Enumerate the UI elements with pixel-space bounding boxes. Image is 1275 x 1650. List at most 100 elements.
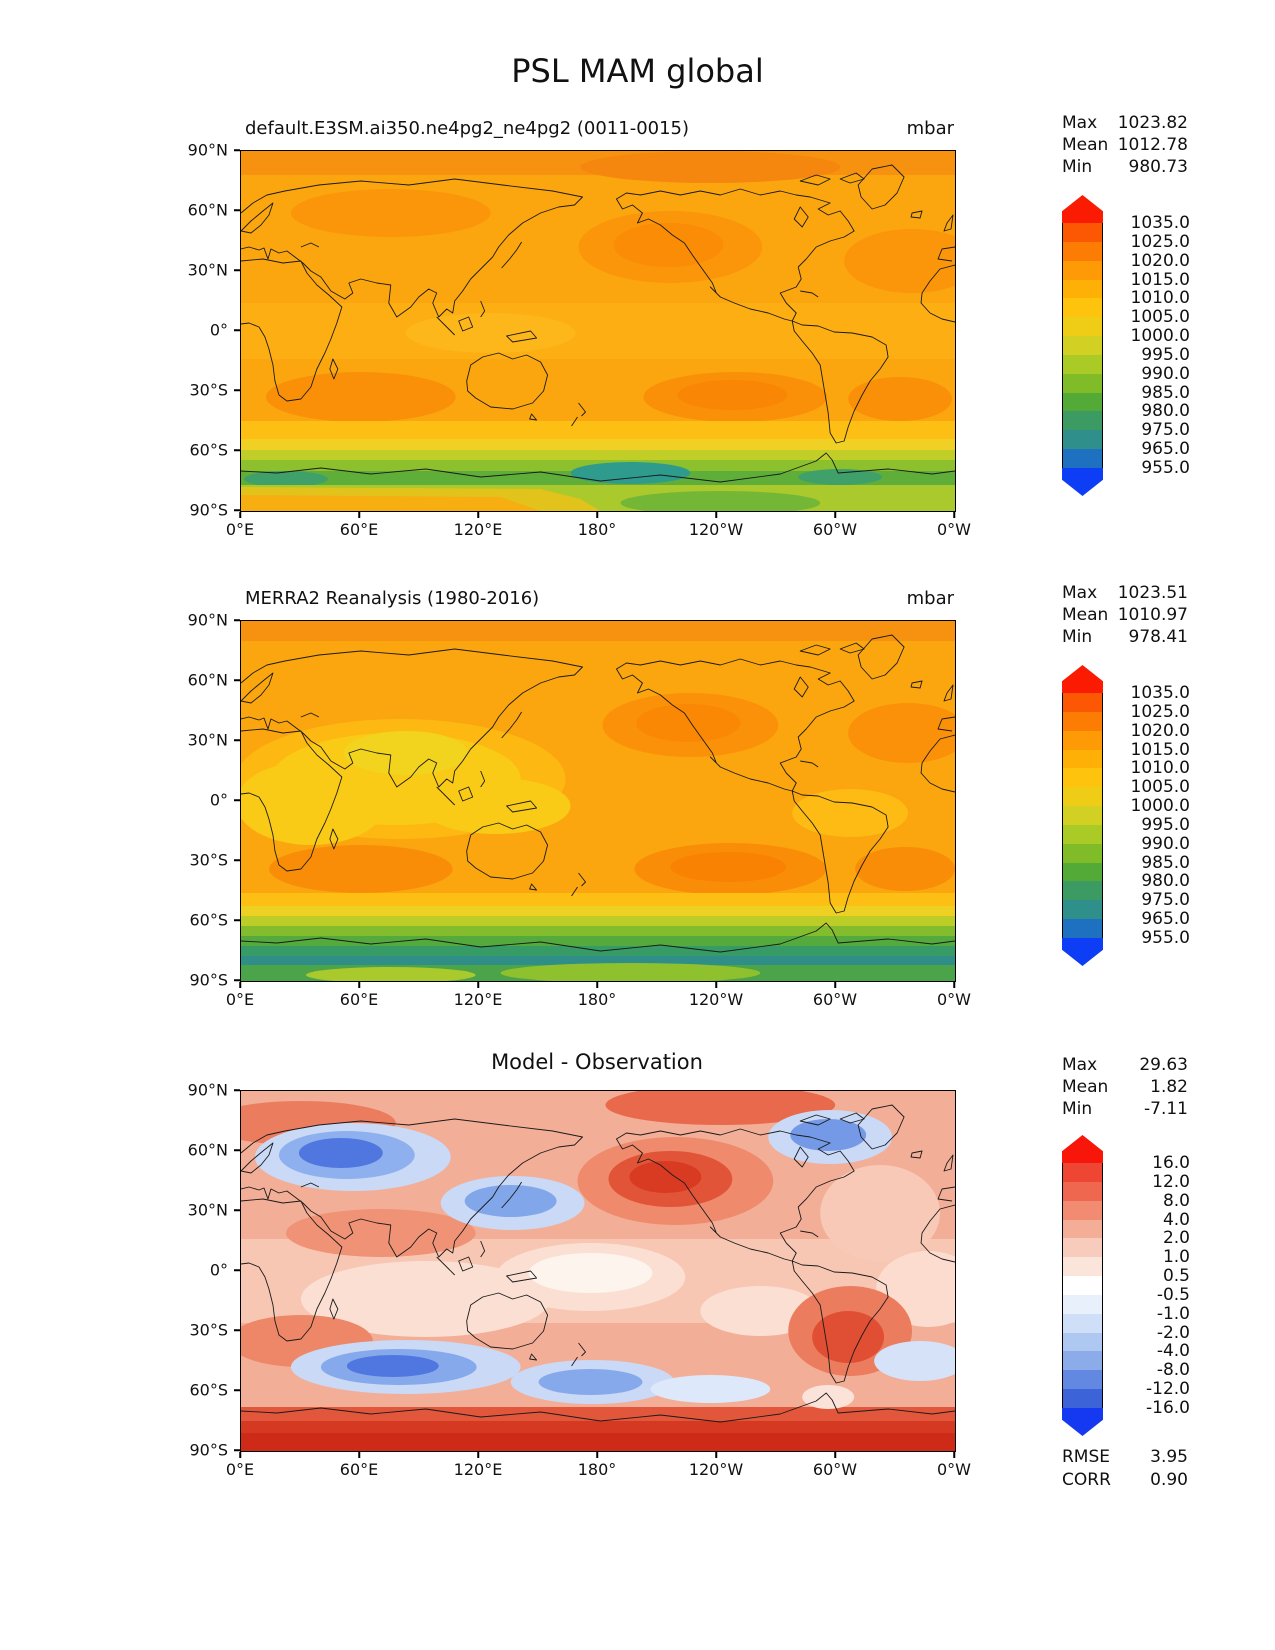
stat-value: 1010.97 bbox=[1117, 605, 1188, 625]
axis-tick-mark bbox=[953, 1452, 955, 1458]
model-colorbar-ticks: 1035.0 1025.0 1020.0 1015.0 1010.0 1005.0 1000… bbox=[1108, 213, 1190, 478]
metric-value: 0.90 bbox=[1150, 1470, 1188, 1490]
axis-tick-mark bbox=[834, 512, 836, 518]
axis-tick-label: 180° bbox=[577, 1460, 617, 1479]
colorbar-band bbox=[1063, 1219, 1102, 1239]
axis-tick-mark bbox=[596, 982, 598, 988]
colorbar-band bbox=[1063, 260, 1102, 280]
axis-tick-mark bbox=[953, 982, 955, 988]
axis-tick-mark bbox=[234, 209, 240, 211]
colorbar-tick-label: 965.0 bbox=[1141, 909, 1190, 930]
axis-tick-label: 120°W bbox=[688, 1460, 744, 1479]
axis-tick-mark bbox=[234, 509, 240, 511]
axis-tick-mark bbox=[239, 512, 241, 518]
colorbar-band bbox=[1063, 787, 1102, 807]
colorbar-tick-label: 1.0 bbox=[1162, 1247, 1190, 1268]
stat-label: Mean bbox=[1062, 135, 1109, 155]
colorbar-band bbox=[1063, 449, 1102, 468]
stat-label: Mean bbox=[1062, 605, 1109, 625]
colorbar-band bbox=[1063, 824, 1102, 844]
axis-tick-mark bbox=[715, 1452, 717, 1458]
colorbar-arrow-down bbox=[1062, 1408, 1103, 1436]
axis-tick-mark bbox=[834, 1452, 836, 1458]
diff-metrics-block: RMSE 3.95 CORR 0.90 bbox=[1062, 1446, 1188, 1492]
axis-tick-label: 30°S bbox=[189, 380, 228, 400]
axis-tick-mark bbox=[234, 1209, 240, 1211]
colorbar-arrow-down bbox=[1062, 468, 1103, 496]
axis-tick-mark bbox=[234, 1449, 240, 1451]
axis-tick-label: 30°S bbox=[189, 850, 228, 870]
colorbar-band bbox=[1063, 1370, 1102, 1390]
stat-label: Min bbox=[1062, 627, 1093, 647]
axis-tick-label: 60°W bbox=[812, 520, 858, 539]
axis-tick-label: 180° bbox=[577, 990, 617, 1009]
colorbar-band bbox=[1063, 730, 1102, 750]
colorbar-band bbox=[1063, 1200, 1102, 1220]
axis-tick-label: 120°W bbox=[688, 990, 744, 1009]
stat-value: 1.82 bbox=[1150, 1077, 1188, 1097]
colorbar-tick-label: 965.0 bbox=[1141, 439, 1190, 460]
colorbar-arrow-down bbox=[1062, 938, 1103, 966]
axis-tick-mark bbox=[358, 512, 360, 518]
axis-tick-mark bbox=[234, 269, 240, 271]
colorbar-band bbox=[1063, 881, 1102, 901]
axis-tick-mark bbox=[234, 799, 240, 801]
axis-tick-mark bbox=[234, 1269, 240, 1271]
axis-tick-label: 120°E bbox=[453, 520, 503, 539]
diff-map-plot bbox=[240, 1090, 956, 1452]
axis-tick-mark bbox=[234, 1329, 240, 1331]
colorbar-arrow-up bbox=[1062, 665, 1103, 693]
axis-tick-label: 0°E bbox=[225, 520, 255, 539]
diff-stats-block: Max 29.63 Mean 1.82 Min -7.11 bbox=[1062, 1054, 1188, 1120]
obs-stats-block: Max 1023.51 Mean 1010.97 Min 978.41 bbox=[1062, 582, 1188, 648]
colorbar-band bbox=[1063, 1276, 1102, 1295]
axis-tick-label: 180° bbox=[577, 520, 617, 539]
axis-tick-mark bbox=[234, 149, 240, 151]
colorbar-bands bbox=[1062, 223, 1103, 468]
axis-tick-mark bbox=[953, 512, 955, 518]
model-stats-block: Max 1023.82 Mean 1012.78 Min 980.73 bbox=[1062, 112, 1188, 178]
colorbar-band bbox=[1063, 336, 1102, 355]
stat-value: 1023.82 bbox=[1117, 113, 1188, 133]
axis-tick-mark bbox=[234, 859, 240, 861]
model-units-label: mbar bbox=[906, 118, 954, 139]
stat-value: 29.63 bbox=[1139, 1055, 1188, 1075]
stat-value: 1023.51 bbox=[1117, 583, 1188, 603]
diff-colorbar bbox=[1062, 1135, 1103, 1436]
colorbar-band bbox=[1063, 354, 1102, 374]
axis-tick-label: 60°S bbox=[189, 1380, 228, 1400]
model-map-canvas bbox=[241, 151, 955, 511]
colorbar-tick-label: 995.0 bbox=[1141, 344, 1190, 365]
diff-colorbar-ticks: 16.0 12.0 8.0 4.0 2.0 1.0 0.5 -0.5 -1.0 -2.0 -4.0-… bbox=[1108, 1153, 1190, 1418]
axis-tick-label: 60°E bbox=[339, 520, 379, 539]
axis-tick-label: 0°E bbox=[225, 1460, 255, 1479]
model-panel-title: default.E3SM.ai350.ne4pg2_ne4pg2 (0011-0… bbox=[245, 118, 690, 139]
axis-tick-label: 0°W bbox=[937, 1460, 971, 1479]
colorbar-band bbox=[1063, 1313, 1102, 1333]
axis-tick-mark bbox=[596, 1452, 598, 1458]
axis-tick-mark bbox=[234, 679, 240, 681]
axis-tick-label: 60°S bbox=[189, 910, 228, 930]
colorbar-tick-label: 1005.0 bbox=[1130, 307, 1190, 328]
colorbar-band bbox=[1063, 806, 1102, 825]
colorbar-tick-label: 0.5 bbox=[1162, 1266, 1190, 1287]
colorbar-tick-label: 990.0 bbox=[1141, 363, 1190, 384]
colorbar-tick-label: 1000.0 bbox=[1130, 326, 1190, 347]
metric-label: RMSE bbox=[1062, 1447, 1111, 1467]
colorbar-band bbox=[1063, 1238, 1102, 1258]
axis-tick-mark bbox=[234, 979, 240, 981]
colorbar-band bbox=[1063, 298, 1102, 318]
colorbar-band bbox=[1063, 862, 1102, 882]
axis-tick-label: 60°N bbox=[187, 670, 228, 690]
axis-tick-label: 0° bbox=[209, 320, 228, 340]
stat-label: Max bbox=[1062, 583, 1098, 603]
axis-tick-mark bbox=[715, 982, 717, 988]
stat-label: Min bbox=[1062, 1099, 1093, 1119]
axis-tick-label: 60°W bbox=[812, 1460, 858, 1479]
colorbar-tick-label: -2.0 bbox=[1156, 1322, 1190, 1343]
colorbar-band bbox=[1063, 241, 1102, 261]
obs-colorbar-ticks: 1035.0 1025.0 1020.0 1015.0 1010.0 1005.0 1000… bbox=[1108, 683, 1190, 948]
stat-value: -7.11 bbox=[1144, 1099, 1188, 1119]
colorbar-tick-label: 985.0 bbox=[1141, 382, 1190, 403]
colorbar-tick-label: 1020.0 bbox=[1130, 250, 1190, 271]
